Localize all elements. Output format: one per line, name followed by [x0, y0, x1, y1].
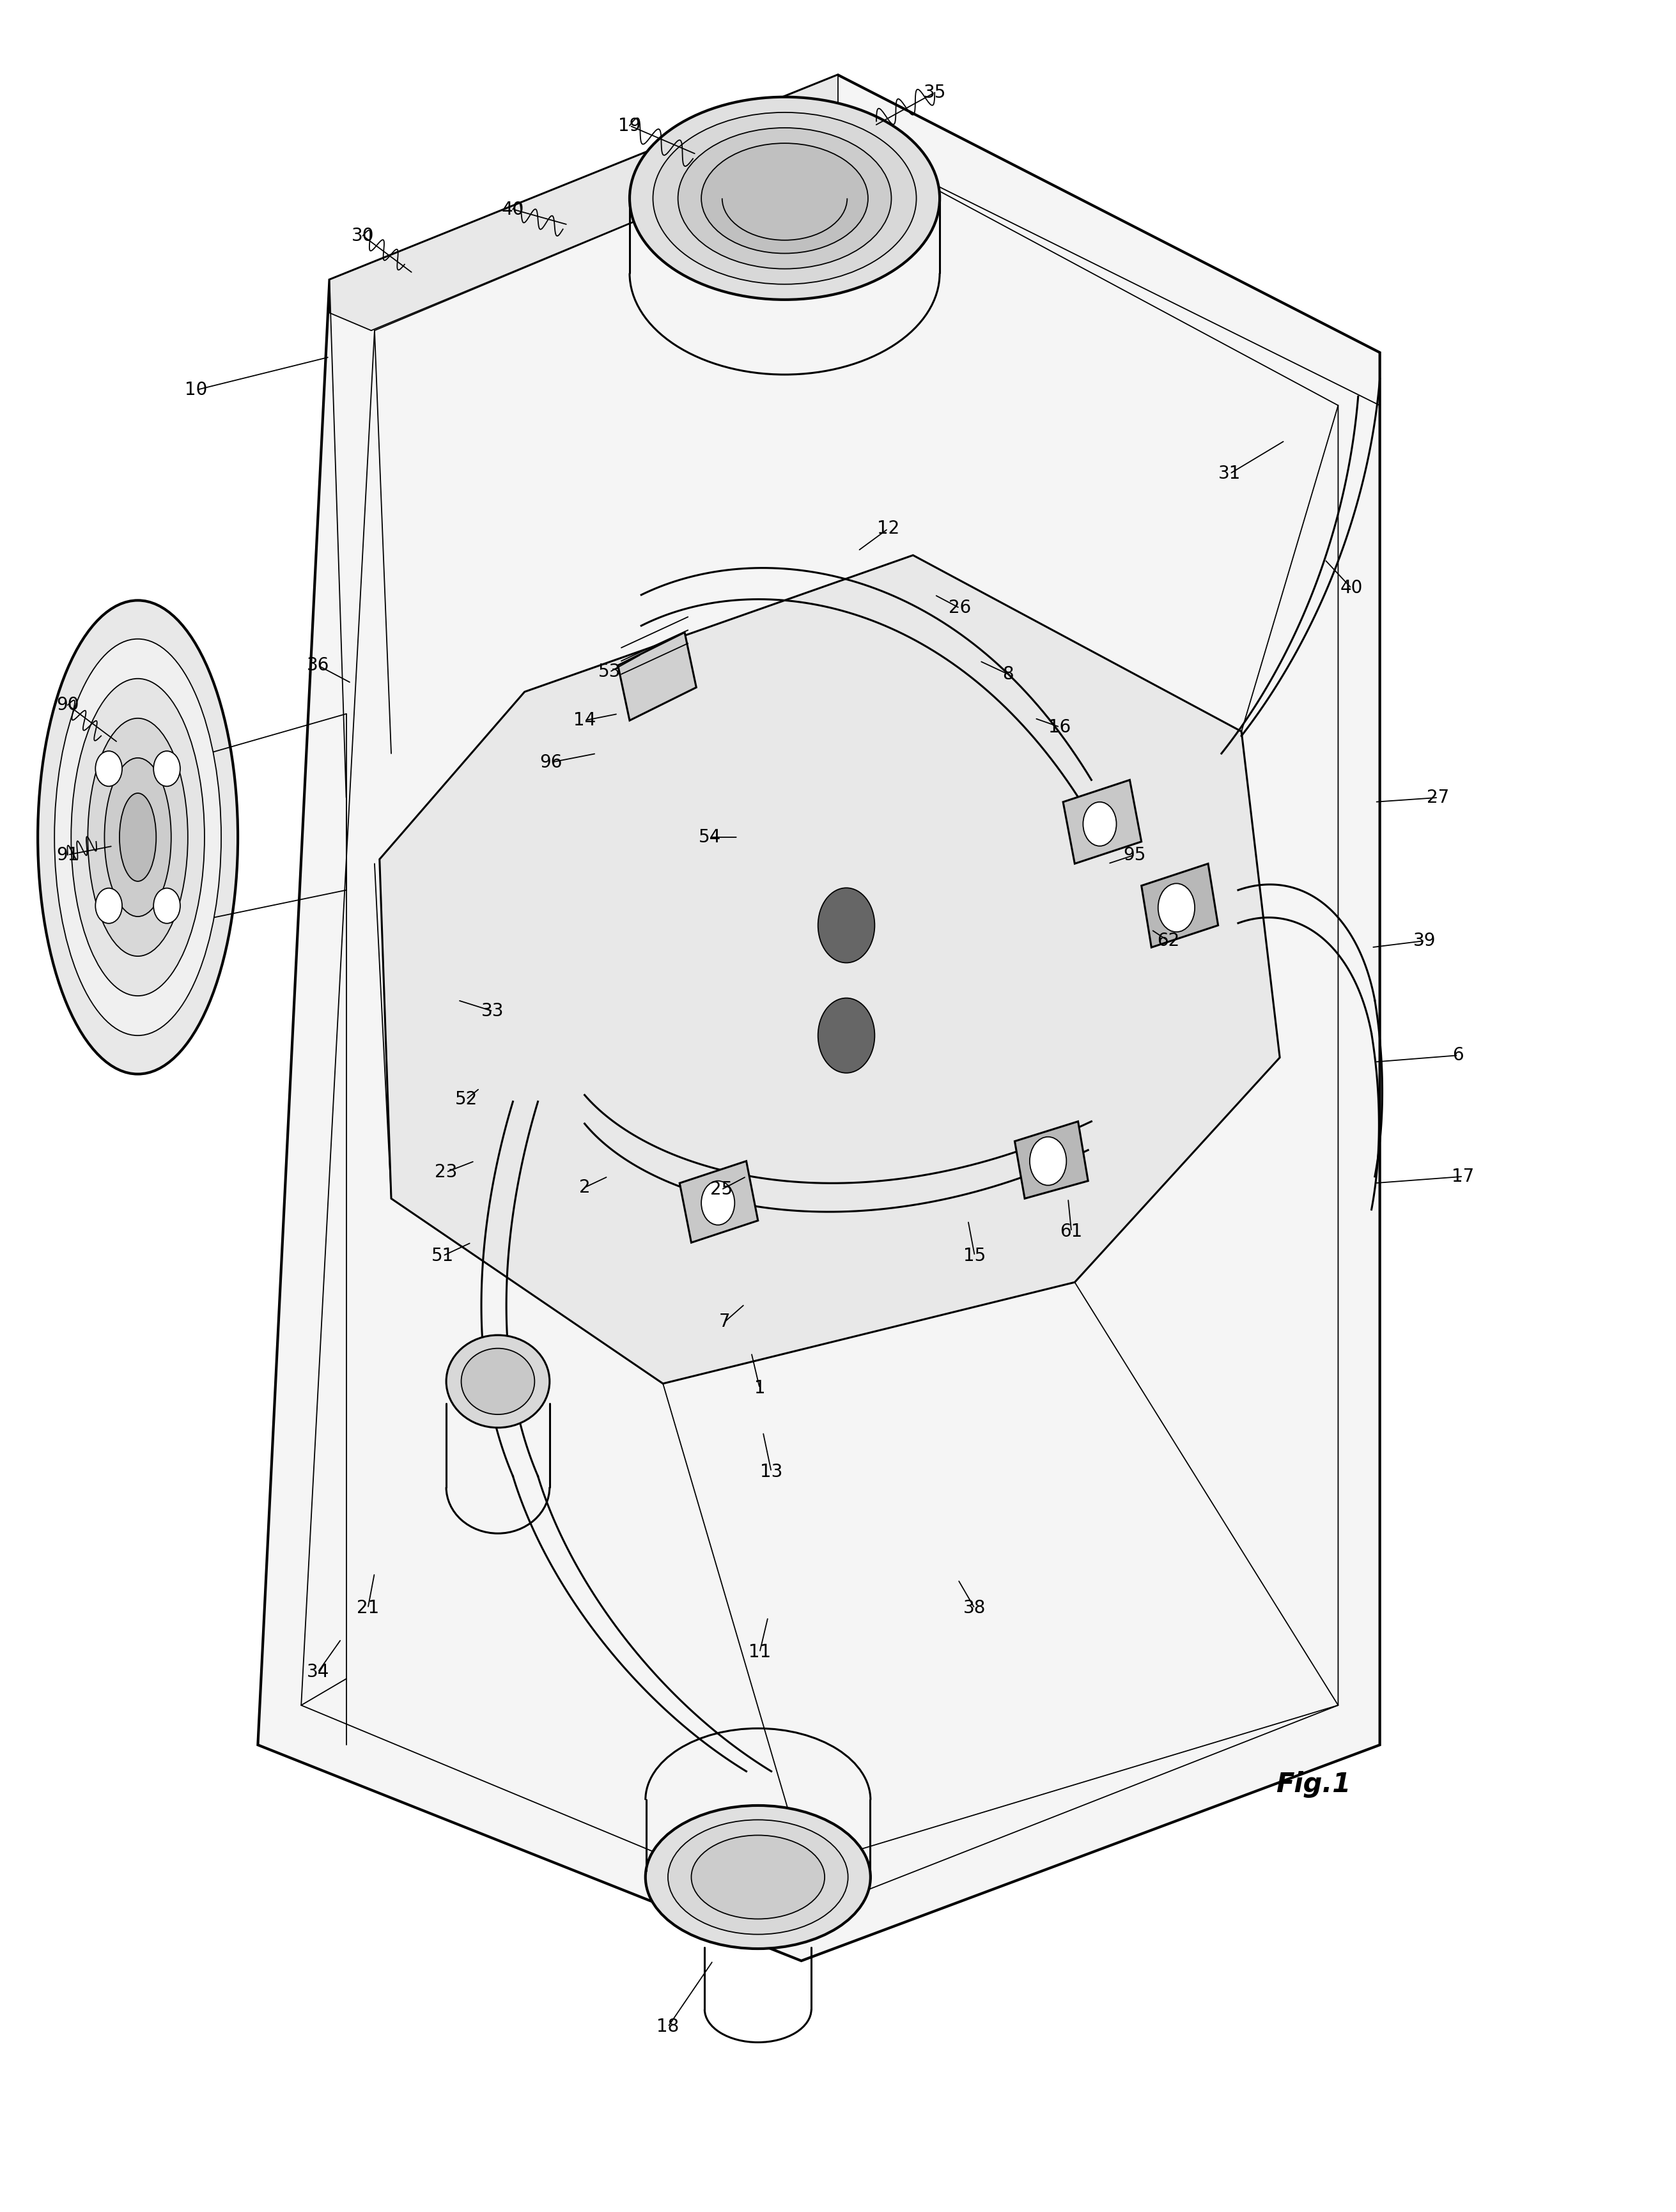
Ellipse shape [119, 794, 156, 880]
Ellipse shape [54, 639, 221, 1035]
Ellipse shape [446, 1336, 550, 1427]
Text: 21: 21 [357, 1599, 379, 1617]
Text: 12: 12 [877, 520, 900, 538]
Text: 40: 40 [1341, 580, 1363, 597]
Ellipse shape [679, 128, 892, 270]
Text: 31: 31 [1218, 465, 1242, 482]
Text: 62: 62 [1156, 931, 1180, 949]
Text: 23: 23 [434, 1164, 458, 1181]
Text: 53: 53 [598, 664, 620, 681]
Text: 33: 33 [481, 1002, 504, 1020]
Ellipse shape [630, 97, 940, 299]
Text: Fig.1: Fig.1 [1275, 1772, 1351, 1798]
Polygon shape [1141, 863, 1218, 947]
Polygon shape [618, 633, 696, 721]
Text: 6: 6 [1453, 1046, 1463, 1064]
Circle shape [154, 889, 181, 922]
Polygon shape [330, 75, 838, 330]
Ellipse shape [70, 679, 204, 995]
Text: 34: 34 [307, 1663, 328, 1681]
Ellipse shape [691, 1836, 825, 1920]
Text: 35: 35 [923, 84, 945, 102]
Ellipse shape [654, 113, 917, 283]
Circle shape [1083, 803, 1116, 845]
Text: 2: 2 [578, 1179, 590, 1197]
Polygon shape [379, 555, 1280, 1382]
Circle shape [96, 752, 122, 785]
Polygon shape [258, 75, 1379, 1960]
Ellipse shape [104, 759, 171, 916]
Text: 7: 7 [719, 1314, 731, 1332]
Ellipse shape [645, 1805, 870, 1949]
Text: 25: 25 [711, 1181, 732, 1199]
Ellipse shape [461, 1349, 535, 1413]
Text: 15: 15 [964, 1248, 985, 1265]
Text: 27: 27 [1426, 790, 1450, 807]
Text: 39: 39 [1413, 931, 1436, 949]
Polygon shape [680, 1161, 758, 1243]
Text: 14: 14 [573, 712, 597, 730]
Text: 38: 38 [964, 1599, 985, 1617]
Ellipse shape [701, 144, 868, 254]
Circle shape [96, 889, 122, 922]
Text: 17: 17 [1451, 1168, 1475, 1186]
Text: 36: 36 [307, 657, 328, 675]
Text: 96: 96 [540, 754, 563, 772]
Circle shape [701, 1181, 734, 1225]
Text: 1: 1 [754, 1378, 766, 1398]
Text: 51: 51 [432, 1248, 454, 1265]
Text: 61: 61 [1061, 1223, 1083, 1241]
Text: 8: 8 [1002, 666, 1014, 684]
Text: 95: 95 [1123, 845, 1146, 865]
Text: 26: 26 [949, 599, 970, 617]
Text: 11: 11 [749, 1644, 771, 1661]
Text: 90: 90 [57, 697, 79, 714]
Text: 18: 18 [657, 2017, 679, 2035]
Text: 13: 13 [759, 1462, 783, 1480]
Circle shape [818, 887, 875, 962]
Ellipse shape [39, 599, 238, 1075]
Text: 19: 19 [618, 117, 640, 135]
Text: 30: 30 [352, 228, 374, 246]
Text: 52: 52 [454, 1091, 478, 1108]
Polygon shape [1063, 781, 1141, 863]
Ellipse shape [87, 719, 188, 956]
Circle shape [154, 752, 181, 785]
Text: 40: 40 [501, 201, 525, 219]
Circle shape [818, 998, 875, 1073]
Circle shape [1158, 883, 1195, 931]
Ellipse shape [669, 1820, 848, 1933]
Polygon shape [1014, 1121, 1088, 1199]
Text: 91: 91 [57, 845, 79, 865]
Text: 10: 10 [184, 380, 208, 398]
Text: 16: 16 [1049, 719, 1071, 737]
Circle shape [1029, 1137, 1066, 1186]
Text: 54: 54 [699, 827, 721, 847]
